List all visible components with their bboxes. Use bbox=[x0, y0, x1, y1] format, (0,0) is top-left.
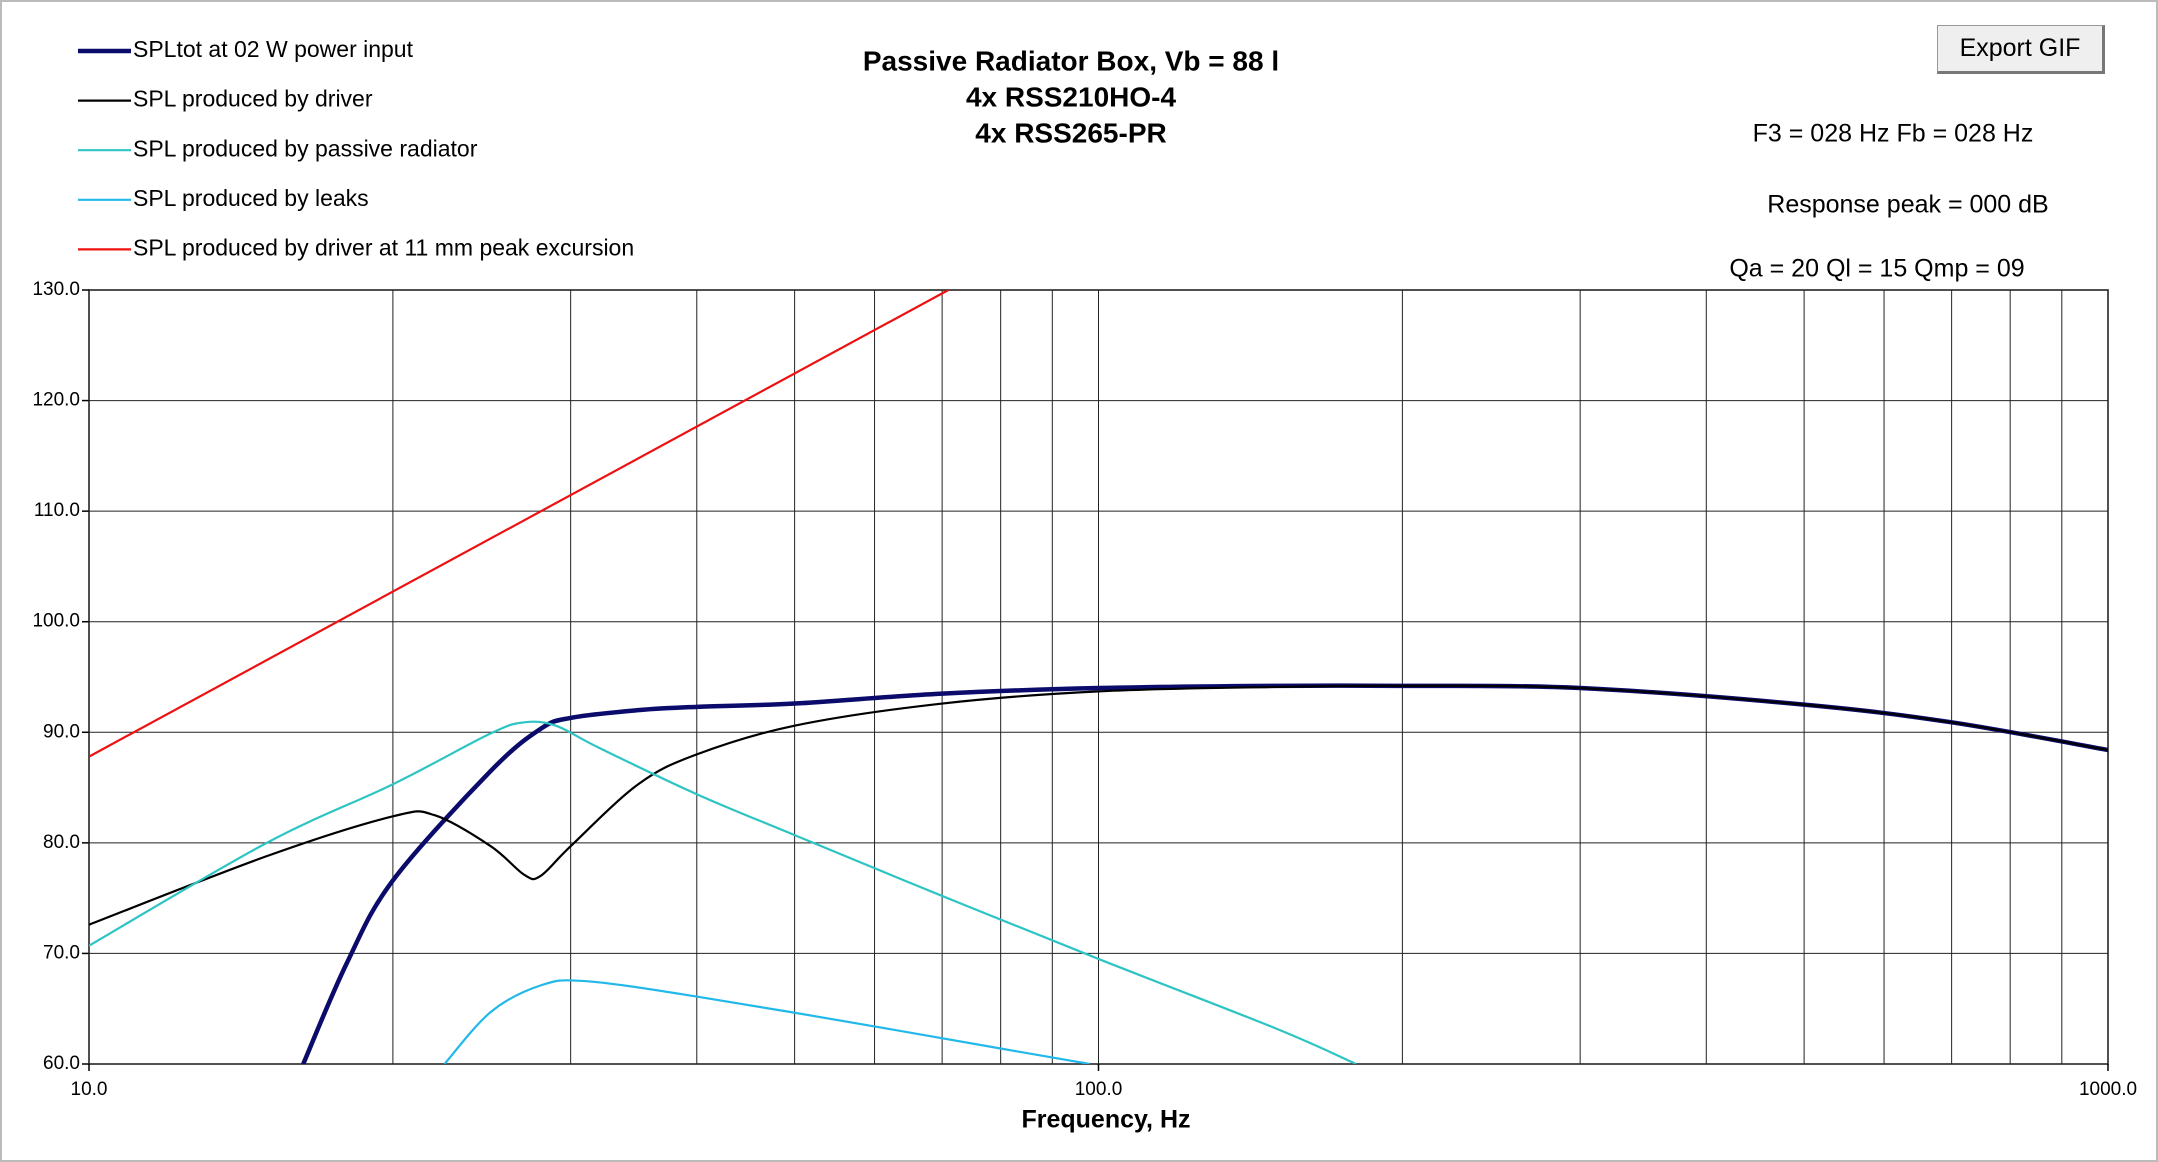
y-tick-label: 60.0 bbox=[43, 1053, 80, 1074]
y-tick-label: 110.0 bbox=[34, 500, 80, 521]
series-line bbox=[89, 720, 1357, 1064]
legend-label: SPL produced by driver bbox=[133, 86, 373, 112]
y-tick-label: 70.0 bbox=[43, 942, 80, 963]
annotation: F3 = 028 Hz Fb = 028 Hz bbox=[1753, 120, 2034, 148]
x-tick-label: 100.0 bbox=[1075, 1079, 1123, 1100]
y-tick-label: 80.0 bbox=[43, 832, 80, 853]
legend-label: SPL produced by driver at 11 mm peak exc… bbox=[133, 234, 634, 260]
x-tick-label: 10.0 bbox=[71, 1079, 108, 1100]
chart-title: Passive Radiator Box, Vb = 88 l bbox=[863, 45, 1279, 76]
x-tick-label: 1000.0 bbox=[2079, 1079, 2137, 1100]
y-tick-label: 120.0 bbox=[32, 390, 80, 411]
y-tick-label: 100.0 bbox=[32, 611, 80, 632]
annotation: Response peak = 000 dB bbox=[1767, 191, 2048, 219]
y-tick-label: 130.0 bbox=[32, 279, 80, 300]
x-axis-title: Frequency, Hz bbox=[1021, 1106, 1190, 1134]
chart-title: 4x RSS210HO-4 bbox=[966, 81, 1177, 112]
chart-title: 4x RSS265-PR bbox=[975, 117, 1166, 148]
annotation: Qa = 20 Ql = 15 Qmp = 09 bbox=[1729, 255, 2024, 283]
legend-label: SPL produced by leaks bbox=[133, 185, 369, 211]
series-line bbox=[443, 979, 1090, 1064]
y-tick-label: 90.0 bbox=[43, 721, 80, 742]
legend-label: SPL produced by passive radiator bbox=[133, 135, 478, 161]
plot-lines bbox=[89, 290, 2108, 1064]
export-gif-button[interactable]: Export GIF bbox=[1937, 25, 2105, 74]
series-line bbox=[89, 290, 949, 758]
legend-label: SPLtot at 02 W power input bbox=[133, 36, 414, 62]
series-line bbox=[89, 684, 2108, 926]
